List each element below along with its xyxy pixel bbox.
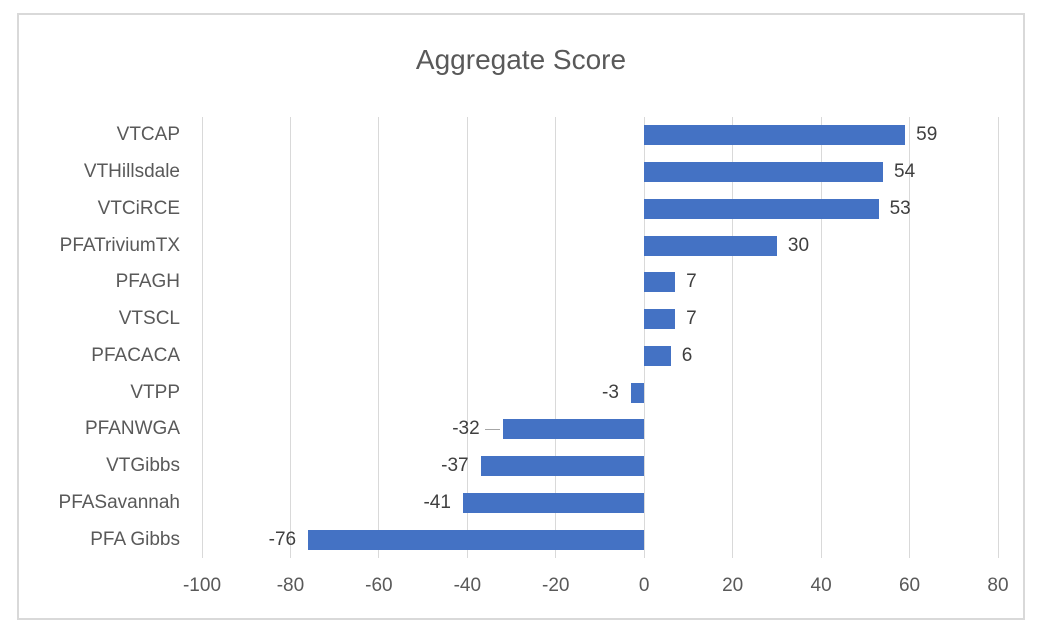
x-axis-tick-label: -100 <box>182 575 222 596</box>
category-label: PFASavannah <box>58 491 180 513</box>
gridline <box>997 117 999 558</box>
bar-value-label: 7 <box>686 308 697 330</box>
category-label: VTGibbs <box>106 455 180 477</box>
x-axis-tick-label: -60 <box>365 575 393 596</box>
bar <box>630 382 645 403</box>
bar <box>644 125 906 146</box>
gridline <box>555 117 557 558</box>
label-leader-line <box>484 429 500 431</box>
bar <box>644 235 777 256</box>
x-axis-tick-label: 60 <box>898 575 921 596</box>
x-axis-tick-label: 0 <box>638 575 650 596</box>
x-axis-tick-label: -80 <box>276 575 305 596</box>
bar <box>644 198 879 219</box>
x-axis-tick-label: -20 <box>542 575 570 596</box>
bar-value-label: -3 <box>602 381 619 403</box>
bar <box>462 492 645 513</box>
x-axis-tick-label: -40 <box>453 575 482 596</box>
bar <box>308 529 645 550</box>
bar-value-label: -41 <box>423 491 451 513</box>
gridline <box>289 117 291 558</box>
bar-value-label: 7 <box>686 271 697 293</box>
bar <box>480 456 645 477</box>
chart-title: Aggregate Score <box>415 44 627 75</box>
category-label: VTCiRCE <box>97 197 180 219</box>
gridline <box>466 117 468 558</box>
category-label: PFANWGA <box>84 418 180 440</box>
category-label: PFA Gibbs <box>90 528 180 550</box>
bar-value-label: 6 <box>681 344 693 366</box>
gridline <box>643 117 645 558</box>
category-label: VTCAP <box>116 124 180 146</box>
gridline <box>820 117 822 558</box>
bar-value-label: -32 <box>452 418 480 440</box>
x-axis-tick-label: 40 <box>810 575 832 596</box>
bar-value-label: 54 <box>894 161 916 183</box>
bar-value-label: 30 <box>787 234 810 256</box>
x-axis-tick-label: 80 <box>987 575 1009 596</box>
category-label: PFATriviumTX <box>59 234 180 256</box>
category-label: PFAGH <box>115 271 180 293</box>
bar <box>644 162 884 183</box>
category-label: VTPP <box>130 381 180 403</box>
gridline <box>201 117 203 558</box>
bar <box>644 309 676 330</box>
bar-value-label: -76 <box>268 528 297 550</box>
gridline <box>909 117 911 558</box>
gridline <box>732 117 734 558</box>
bar <box>644 272 676 293</box>
gridline <box>378 117 380 558</box>
x-axis-tick-label: 20 <box>722 575 744 596</box>
bar-value-label: -37 <box>441 455 469 477</box>
category-label: VTHillsdale <box>83 161 180 183</box>
bar <box>644 345 671 366</box>
bar-value-label: 53 <box>889 197 911 219</box>
category-label: VTSCL <box>118 308 180 330</box>
bar-value-label: 59 <box>916 124 938 146</box>
bar <box>502 419 645 440</box>
category-label: PFACACA <box>91 344 180 366</box>
bar-chart: Aggregate Score -100 -80 -60 -40 -20 0 20 40 60 8… <box>17 13 1025 620</box>
